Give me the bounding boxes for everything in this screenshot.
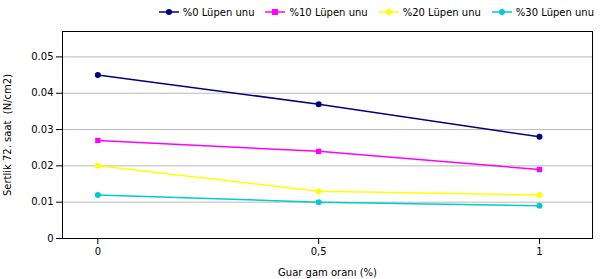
- html-text:%10 Lüpen unu: %10 Lüpen unu: [289, 6, 368, 18]
- svg-text:0.04: 0.04: [31, 87, 53, 98]
- svg-text:0.03: 0.03: [31, 124, 53, 135]
- svg-text:Sertlik 72. saat (N/cm2): Sertlik 72. saat (N/cm2): [2, 74, 13, 196]
- svg-text:Guar gam oranı (%): Guar gam oranı (%): [278, 267, 377, 278]
- svg-text:0: 0: [95, 246, 101, 257]
- svg-text:1: 1: [536, 246, 542, 257]
- html-text:%20 Lüpen unu: %20 Lüpen unu: [402, 6, 481, 18]
- html-text:%30 Lüpen unu: %30 Lüpen unu: [515, 6, 594, 18]
- html-text:%0 Lüpen unu: %0 Lüpen unu: [182, 6, 255, 18]
- svg-text:0.05: 0.05: [31, 51, 53, 62]
- svg-text:0: 0: [47, 233, 53, 244]
- svg-text:0.02: 0.02: [31, 160, 53, 171]
- svg-text:0,5: 0,5: [311, 246, 327, 257]
- svg-text:0.01: 0.01: [31, 196, 53, 207]
